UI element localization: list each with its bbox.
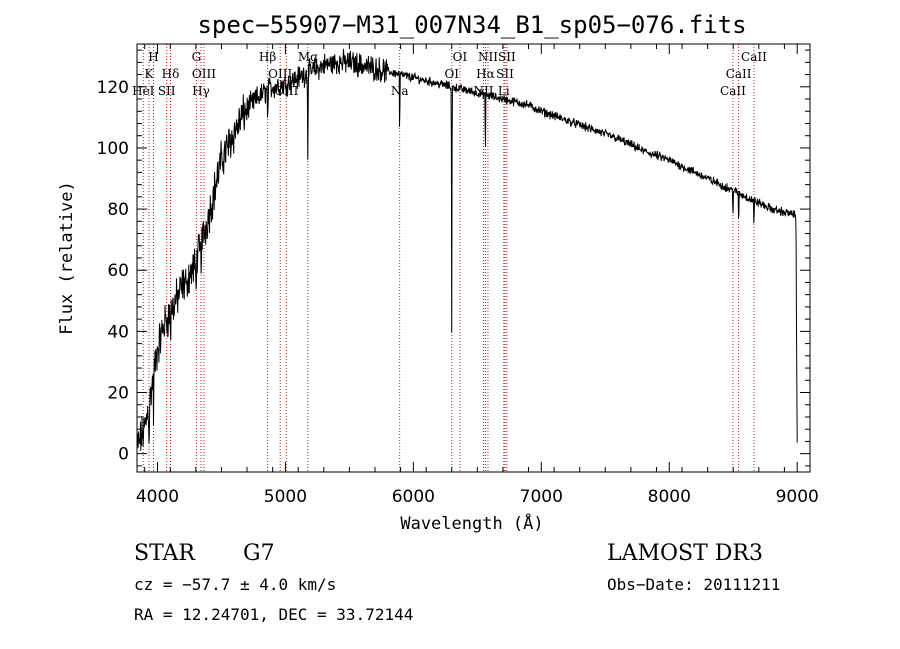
y-axis: 0 20 40 60 80 100 120 [97, 49, 810, 467]
line-marker-label: CaII [720, 84, 746, 98]
plot-frame [136, 43, 811, 473]
y-tick-label: 40 [107, 322, 129, 342]
object-subclass: G7 [243, 541, 275, 566]
line-marker-label: Hδ [162, 67, 180, 81]
chart-title: spec−55907−M31_007N34_B1_sp05−076.fits [197, 11, 746, 39]
x-tick-label: 5000 [264, 487, 307, 507]
line-marker-label: OI [444, 67, 459, 81]
x-axis-label: Wavelength (Å) [400, 512, 543, 534]
spectrum-line [136, 48, 798, 451]
line-marker-label: Li [498, 84, 510, 98]
redshift-info: cz = −57.7 ± 4.0 km/s [134, 575, 336, 594]
y-tick-label: 100 [97, 139, 129, 159]
obs-date: Obs−Date: 20111211 [607, 575, 780, 594]
line-marker-label: Hβ [259, 50, 276, 64]
x-tick-label: 9000 [776, 487, 819, 507]
survey-name: LAMOST DR3 [607, 541, 763, 566]
line-marker-label: SII [496, 67, 514, 81]
y-tick-label: 120 [97, 78, 129, 98]
line-marker-label: NII [478, 50, 498, 64]
y-axis-label: Flux (relative) [57, 181, 77, 335]
line-marker-label: Hα [476, 67, 495, 81]
line-marker-label: Hγ [192, 84, 210, 98]
line-marker-label: G [192, 50, 202, 64]
line-marker-label: K [145, 67, 155, 81]
line-marker-label: SII [498, 50, 516, 64]
line-markers: HeIKHSIIHδGHγOIIIHβOIIIOIIIMgNaOIOINIIHα… [132, 44, 767, 472]
y-tick-label: 20 [107, 384, 129, 404]
x-tick-label: 7000 [520, 487, 563, 507]
y-tick-label: 0 [118, 445, 129, 465]
coordinates: RA = 12.24701, DEC = 33.72144 [134, 605, 413, 624]
line-marker-label: HeI [132, 84, 155, 98]
x-axis: 4000 5000 6000 7000 8000 9000 [136, 44, 819, 507]
line-marker-label: SII [158, 84, 176, 98]
line-marker-label: CaII [741, 50, 767, 64]
object-class: STAR [134, 541, 196, 566]
line-marker-label: OIII [192, 67, 216, 81]
x-tick-label: 6000 [392, 487, 435, 507]
line-marker-label: OI [453, 50, 468, 64]
x-tick-label: 8000 [648, 487, 691, 507]
y-tick-label: 60 [107, 261, 129, 281]
y-tick-label: 80 [107, 200, 129, 220]
line-marker-label: H [148, 50, 158, 64]
line-marker-label: Mg [298, 50, 318, 64]
x-tick-label: 4000 [136, 487, 179, 507]
line-marker-label: CaII [726, 67, 752, 81]
